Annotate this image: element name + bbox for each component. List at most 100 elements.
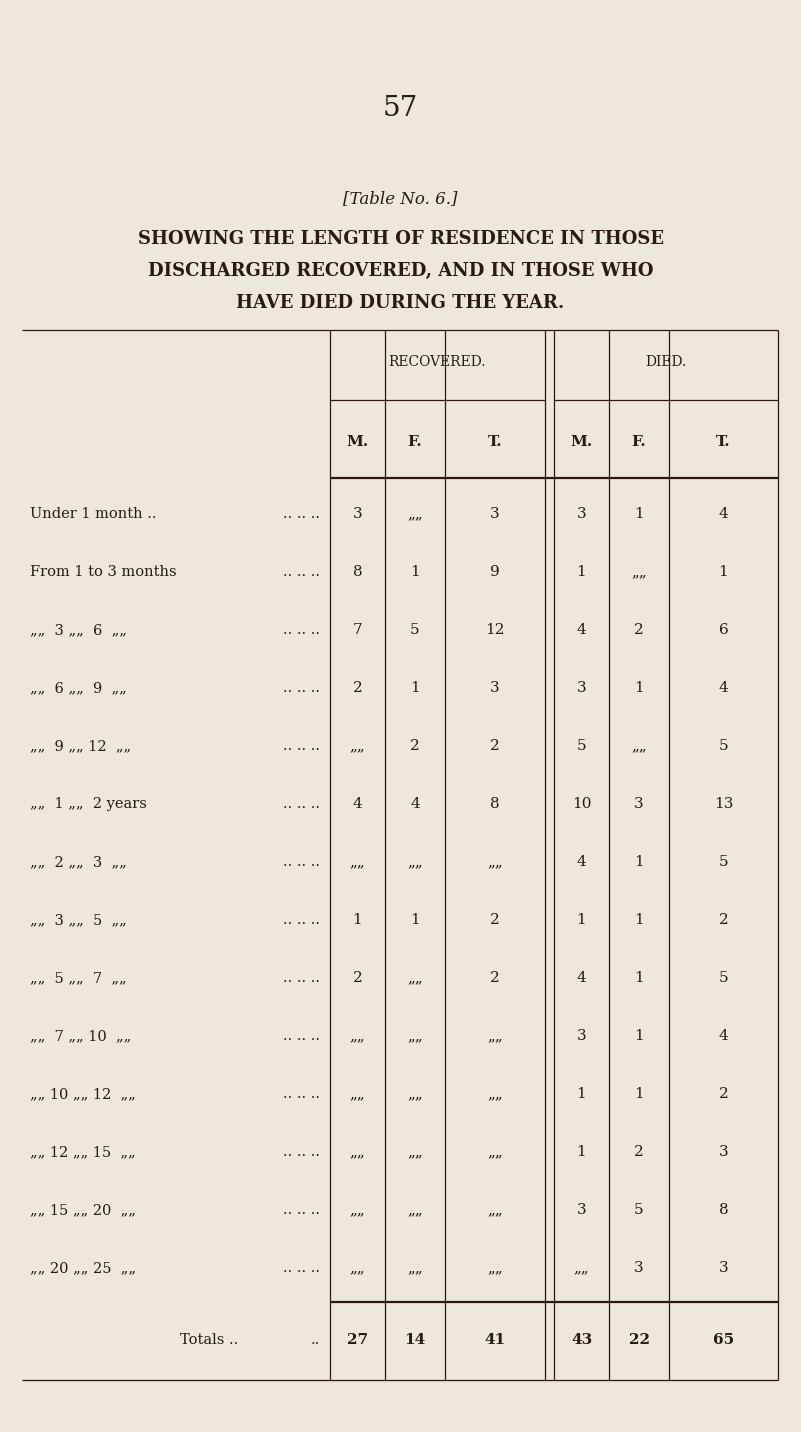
Text: 57: 57 [383,95,418,122]
Text: 3: 3 [634,1262,644,1274]
Text: „„: „„ [407,855,423,869]
Text: .. .. ..: .. .. .. [283,914,320,927]
Text: Under 1 month ..: Under 1 month .. [30,507,156,521]
Text: „„: „„ [407,971,423,985]
Text: 12: 12 [485,623,505,637]
Text: 65: 65 [713,1333,734,1348]
Text: „„  7 „„ 10  „„: „„ 7 „„ 10 „„ [30,1030,131,1042]
Text: „„: „„ [574,1262,590,1274]
Text: .. .. ..: .. .. .. [283,1087,320,1101]
Text: 4: 4 [577,971,586,985]
Text: T.: T. [716,435,731,450]
Text: 2: 2 [352,682,362,695]
Text: .. .. ..: .. .. .. [283,1146,320,1158]
Text: .. .. ..: .. .. .. [283,855,320,869]
Text: ..: .. [311,1333,320,1348]
Text: 22: 22 [629,1333,650,1348]
Text: 1: 1 [634,1087,644,1101]
Text: 1: 1 [718,566,728,579]
Text: 2: 2 [634,623,644,637]
Text: 5: 5 [718,739,728,753]
Text: 3: 3 [352,507,362,521]
Text: 1: 1 [410,682,420,695]
Text: „„: „„ [349,855,365,869]
Text: .. .. ..: .. .. .. [283,682,320,695]
Text: 27: 27 [347,1333,368,1348]
Text: .. .. ..: .. .. .. [283,739,320,753]
Text: M.: M. [570,435,593,450]
Text: 3: 3 [577,507,586,521]
Text: „„: „„ [349,1030,365,1042]
Text: „„: „„ [349,739,365,753]
Text: 3: 3 [718,1146,728,1158]
Text: .. .. ..: .. .. .. [283,1203,320,1217]
Text: 14: 14 [405,1333,425,1348]
Text: „„  1 „„  2 years: „„ 1 „„ 2 years [30,798,147,811]
Text: „„ 12 „„ 15  „„: „„ 12 „„ 15 „„ [30,1146,135,1158]
Text: 1: 1 [634,507,644,521]
Text: 7: 7 [352,623,362,637]
Text: 8: 8 [490,798,500,811]
Text: 3: 3 [490,682,500,695]
Text: 3: 3 [634,798,644,811]
Text: 8: 8 [352,566,362,579]
Text: „„: „„ [487,1146,503,1158]
Text: „„: „„ [349,1146,365,1158]
Text: 2: 2 [490,971,500,985]
Text: .. .. ..: .. .. .. [283,798,320,811]
Text: 3: 3 [718,1262,728,1274]
Text: 1: 1 [577,914,586,927]
Text: „„  9 „„ 12  „„: „„ 9 „„ 12 „„ [30,739,131,753]
Text: 4: 4 [352,798,362,811]
Text: 1: 1 [410,566,420,579]
Text: 1: 1 [634,682,644,695]
Text: „„: „„ [631,566,647,579]
Text: 1: 1 [410,914,420,927]
Text: 9: 9 [490,566,500,579]
Text: 3: 3 [577,1030,586,1042]
Text: 4: 4 [718,1030,728,1042]
Text: „„  3 „„  6  „„: „„ 3 „„ 6 „„ [30,623,127,637]
Text: RECOVERED.: RECOVERED. [388,355,486,369]
Text: 1: 1 [634,855,644,869]
Text: .. .. ..: .. .. .. [283,971,320,985]
Text: .. .. ..: .. .. .. [283,507,320,521]
Text: 2: 2 [490,739,500,753]
Text: 10: 10 [572,798,591,811]
Text: 1: 1 [634,914,644,927]
Text: „„: „„ [487,1087,503,1101]
Text: „„ 20 „„ 25  „„: „„ 20 „„ 25 „„ [30,1262,136,1274]
Text: 4: 4 [718,682,728,695]
Text: 2: 2 [718,914,728,927]
Text: 1: 1 [634,1030,644,1042]
Text: 2: 2 [718,1087,728,1101]
Text: 13: 13 [714,798,733,811]
Text: 2: 2 [352,971,362,985]
Text: 3: 3 [577,682,586,695]
Text: 4: 4 [577,623,586,637]
Text: 5: 5 [577,739,586,753]
Text: 41: 41 [485,1333,505,1348]
Text: DISCHARGED RECOVERED, AND IN THOSE WHO: DISCHARGED RECOVERED, AND IN THOSE WHO [147,262,654,281]
Text: 2: 2 [410,739,420,753]
Text: Totals ..: Totals .. [180,1333,238,1348]
Text: F.: F. [632,435,646,450]
Text: 5: 5 [410,623,420,637]
Text: 43: 43 [571,1333,592,1348]
Text: 4: 4 [718,507,728,521]
Text: „„ 15 „„ 20  „„: „„ 15 „„ 20 „„ [30,1203,136,1217]
Text: [Table No. 6.]: [Table No. 6.] [344,190,457,208]
Text: „„ 10 „„ 12  „„: „„ 10 „„ 12 „„ [30,1087,135,1101]
Text: „„: „„ [487,1030,503,1042]
Text: „„  3 „„  5  „„: „„ 3 „„ 5 „„ [30,914,127,927]
Text: „„: „„ [631,739,647,753]
Text: M.: M. [346,435,368,450]
Text: DIED.: DIED. [646,355,686,369]
Text: 1: 1 [577,1146,586,1158]
Text: 2: 2 [634,1146,644,1158]
Text: „„: „„ [407,1030,423,1042]
Text: „„: „„ [349,1087,365,1101]
Text: 4: 4 [577,855,586,869]
Text: F.: F. [408,435,422,450]
Text: 2: 2 [490,914,500,927]
